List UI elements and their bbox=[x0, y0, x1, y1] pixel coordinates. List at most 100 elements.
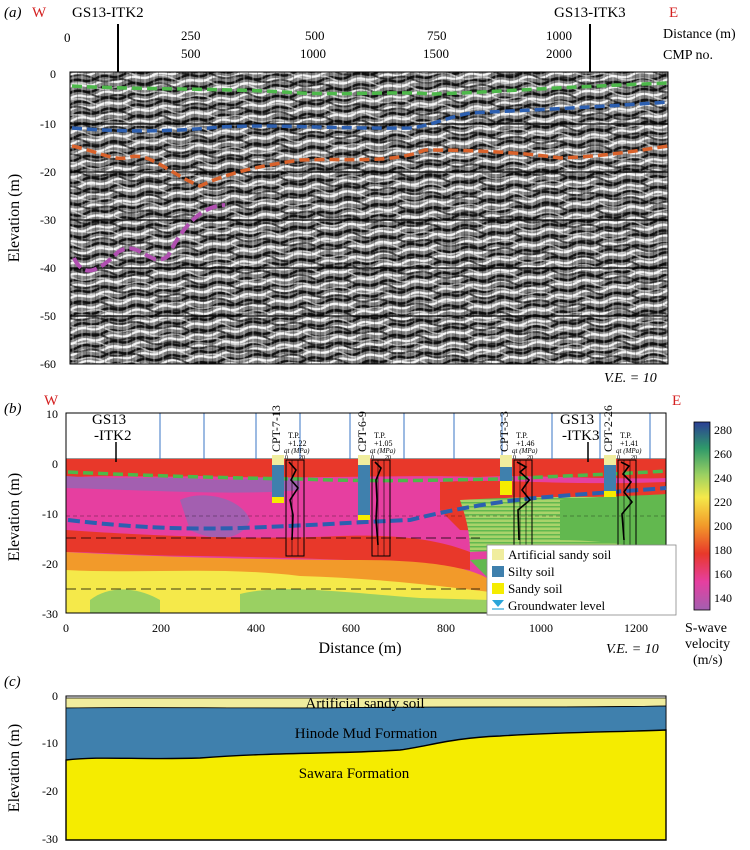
cpt-qt: qt (MPa) bbox=[616, 447, 642, 455]
distance-tick-label: 250 bbox=[181, 28, 201, 43]
cpt-qt: qt (MPa) bbox=[284, 447, 310, 455]
x-tick-label: 200 bbox=[152, 621, 170, 635]
colorbar-title: (m/s) bbox=[693, 653, 723, 668]
y-tick-label: -30 bbox=[42, 607, 58, 621]
y-tick-label: 0 bbox=[52, 689, 58, 703]
x-tick-label: 400 bbox=[247, 621, 265, 635]
cpt-log: CPT-3-3 T.P. +1.46 qt (MPa) 0 20 bbox=[497, 411, 538, 557]
seismic-section bbox=[69, 71, 669, 365]
distance-tick-label: 0 bbox=[64, 30, 71, 45]
blue-horizon bbox=[71, 100, 669, 133]
legend: Artificial sandy soil Silty soil Sandy s… bbox=[486, 544, 677, 616]
x-tick-label: 1000 bbox=[529, 621, 553, 635]
legend-swatch-sandy bbox=[492, 583, 504, 594]
y-tick-label: 0 bbox=[52, 457, 58, 471]
distance-tick-label: 500 bbox=[305, 28, 325, 43]
cmp-tick-label: 500 bbox=[181, 46, 201, 61]
y-tick-label: -60 bbox=[40, 357, 56, 371]
cpt-scale-0: 0 bbox=[617, 455, 620, 461]
cpt-name: CPT-7-13 bbox=[269, 405, 283, 452]
panel-a-ve: V.E. = 10 bbox=[604, 371, 657, 386]
cpt-tp-value: +1.22 bbox=[288, 439, 307, 448]
layer-label: Artificial sandy soil bbox=[305, 696, 424, 712]
layer-label: Sawara Formation bbox=[299, 766, 410, 782]
x-tick-label: 800 bbox=[437, 621, 455, 635]
panel-a-label: (a) bbox=[4, 5, 22, 21]
y-tick-label: 10 bbox=[46, 407, 58, 421]
orange-horizon bbox=[71, 144, 669, 188]
y-tick-label: -10 bbox=[42, 736, 58, 750]
blue-horizon-b bbox=[67, 486, 667, 531]
cpt-log: CPT-7-13 T.P. +1.22 qt (MPa) 0 20 bbox=[269, 405, 310, 557]
y-tick-label: -30 bbox=[42, 832, 58, 846]
legend-swatch-silty bbox=[492, 566, 504, 577]
y-tick-label: -30 bbox=[40, 213, 56, 227]
panel-b-west-label: W bbox=[44, 393, 59, 409]
colorbar-tick: 240 bbox=[714, 471, 732, 485]
cmp-tick-label: 1000 bbox=[300, 46, 326, 61]
layer-sawara bbox=[65, 729, 667, 841]
cpt-scale-0: 0 bbox=[285, 455, 288, 461]
colorbar: 280 260 240 220 200 180 160 140 S-wave v… bbox=[685, 421, 732, 668]
cpt-qt: qt (MPa) bbox=[370, 447, 396, 455]
cpt-log: CPT-6-9 T.P. +1.05 qt (MPa) 0 20 bbox=[355, 411, 396, 557]
legend-label: Groundwater level bbox=[508, 598, 605, 613]
cpt-scale-20: 20 bbox=[299, 455, 305, 461]
panel-c-label: (c) bbox=[4, 674, 21, 690]
cmp-tick-label: 1500 bbox=[423, 46, 449, 61]
cpt-tp: T.P. bbox=[620, 431, 632, 440]
distance-tick-label: 750 bbox=[427, 28, 447, 43]
panel-b: (b) W E bbox=[4, 393, 732, 668]
panel-c-ylabel: Elevation (m) bbox=[6, 724, 23, 812]
panel-b-ve: V.E. = 10 bbox=[606, 642, 659, 657]
colorbar-tick: 200 bbox=[714, 519, 732, 533]
panel-b-label: (b) bbox=[4, 401, 22, 417]
y-tick-label: -20 bbox=[42, 557, 58, 571]
cpt-tp-value: +1.05 bbox=[374, 439, 393, 448]
cpt-scale-20: 20 bbox=[631, 455, 637, 461]
panel-a: (a) W GS13-ITK2 GS13-ITK3 E Distance (m)… bbox=[4, 5, 736, 386]
y-tick-label: -10 bbox=[42, 507, 58, 521]
colorbar-tick: 180 bbox=[714, 543, 732, 557]
legend-swatch-artificial bbox=[492, 549, 504, 560]
panel-b-ylabel: Elevation (m) bbox=[6, 473, 23, 561]
purple-horizon bbox=[72, 203, 226, 273]
cpt-tp: T.P. bbox=[288, 431, 300, 440]
panel-a-cmp-unit: CMP no. bbox=[663, 48, 713, 63]
y-tick-label: -50 bbox=[40, 309, 56, 323]
cpt-tp-value: +1.41 bbox=[620, 439, 639, 448]
y-tick-label: -10 bbox=[40, 117, 56, 131]
colorbar-title: velocity bbox=[685, 637, 730, 652]
panel-b-borehole-right-2: -ITK3 bbox=[562, 428, 600, 444]
legend-label: Sandy soil bbox=[508, 581, 563, 596]
panel-b-xlabel: Distance (m) bbox=[318, 640, 401, 657]
cmp-tick-label: 2000 bbox=[546, 46, 572, 61]
cpt-scale-0: 0 bbox=[371, 455, 374, 461]
y-tick-label: -40 bbox=[40, 261, 56, 275]
panel-b-borehole-left-2: -ITK2 bbox=[94, 428, 132, 444]
layer-label: Hinode Mud Formation bbox=[295, 726, 438, 742]
cpt-tp-value: +1.46 bbox=[516, 439, 535, 448]
cpt-tp: T.P. bbox=[516, 431, 528, 440]
panel-a-east-label: E bbox=[669, 5, 678, 21]
cpt-tp: T.P. bbox=[374, 431, 386, 440]
panel-a-borehole-right: GS13-ITK3 bbox=[554, 5, 626, 21]
panel-b-borehole-right-1: GS13 bbox=[560, 412, 594, 428]
green-horizon-b bbox=[67, 469, 667, 483]
cpt-log: CPT-2-26 T.P. +1.41 qt (MPa) 0 20 bbox=[601, 405, 642, 557]
colorbar-tick: 260 bbox=[714, 447, 732, 461]
y-tick-label: -20 bbox=[42, 784, 58, 798]
cpt-scale-20: 20 bbox=[527, 455, 533, 461]
cpt-name: CPT-2-26 bbox=[601, 405, 615, 452]
cpt-name: CPT-3-3 bbox=[497, 411, 511, 452]
colorbar-tick: 280 bbox=[714, 423, 732, 437]
green-horizon bbox=[71, 81, 669, 96]
groundwater-icon bbox=[492, 600, 504, 607]
cpt-name: CPT-6-9 bbox=[355, 411, 369, 452]
colorbar-tick: 220 bbox=[714, 495, 732, 509]
x-tick-label: 0 bbox=[63, 621, 69, 635]
distance-tick-label: 1000 bbox=[546, 28, 572, 43]
cpt-qt: qt (MPa) bbox=[512, 447, 538, 455]
panel-a-borehole-left: GS13-ITK2 bbox=[72, 5, 144, 21]
